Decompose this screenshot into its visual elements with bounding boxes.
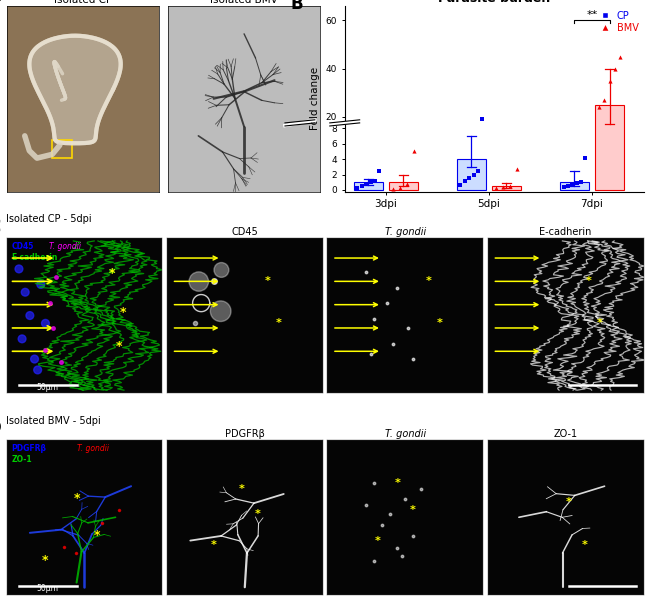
Text: PDGFRβ: PDGFRβ [11, 444, 46, 453]
Circle shape [34, 366, 42, 374]
Title: CD45: CD45 [231, 227, 258, 237]
Title: E-cadherin: E-cadherin [540, 227, 592, 237]
Point [464, 174, 474, 183]
Polygon shape [29, 35, 121, 143]
Circle shape [15, 265, 23, 273]
Text: Isolated BMV - 5dpi: Isolated BMV - 5dpi [6, 415, 101, 426]
Point [455, 180, 465, 189]
Point [370, 176, 380, 186]
Point [477, 114, 488, 124]
Point [558, 182, 569, 192]
Text: Isolated CP - 5dpi: Isolated CP - 5dpi [6, 214, 92, 224]
Circle shape [37, 281, 45, 288]
Point [395, 183, 406, 192]
Point [594, 102, 604, 112]
Circle shape [18, 335, 26, 343]
Text: ZO-1: ZO-1 [11, 455, 32, 464]
Text: *: * [94, 529, 100, 543]
Circle shape [214, 263, 229, 278]
Point [599, 95, 610, 105]
Title: Isolated BMV: Isolated BMV [210, 0, 278, 5]
Bar [560, 182, 589, 190]
Text: *: * [42, 554, 49, 567]
Point [374, 166, 385, 175]
Text: *: * [410, 504, 416, 514]
Text: D: D [0, 419, 1, 438]
Text: T. gondii: T. gondii [49, 242, 81, 251]
Point [576, 177, 586, 187]
Text: *: * [437, 319, 443, 328]
Point [580, 153, 591, 162]
Point [361, 179, 371, 189]
Text: E-cadherin: E-cadherin [11, 254, 58, 263]
Point [498, 182, 508, 192]
Text: *: * [581, 540, 587, 551]
Circle shape [211, 301, 231, 322]
Title: PDGFRβ: PDGFRβ [225, 429, 265, 439]
Point [512, 164, 522, 174]
Bar [389, 182, 418, 190]
Title: Parasite burden: Parasite burden [438, 0, 551, 5]
Text: *: * [395, 478, 400, 488]
Bar [492, 186, 521, 190]
Text: *: * [265, 276, 271, 286]
Text: *: * [211, 540, 216, 551]
Point [408, 147, 419, 156]
Point [352, 183, 363, 192]
Circle shape [31, 355, 38, 363]
Text: *: * [116, 340, 122, 353]
Point [614, 52, 625, 61]
Bar [595, 105, 624, 190]
Point [460, 176, 470, 186]
Circle shape [189, 272, 209, 291]
Title: T. gondii: T. gondii [385, 227, 426, 237]
Title: T. gondii: T. gondii [385, 429, 426, 439]
Point [402, 179, 412, 189]
Text: *: * [426, 276, 432, 286]
Text: *: * [586, 276, 592, 286]
Bar [457, 159, 486, 190]
Text: *: * [109, 267, 116, 280]
Point [469, 169, 479, 179]
Point [609, 64, 619, 73]
Text: *: * [239, 484, 244, 494]
Text: *: * [597, 319, 603, 328]
Circle shape [42, 319, 49, 327]
Text: *: * [73, 492, 80, 505]
Circle shape [21, 288, 29, 296]
Point [357, 182, 367, 191]
Point [571, 178, 582, 188]
Point [604, 76, 615, 85]
Bar [354, 182, 383, 190]
Text: 50μm: 50μm [37, 584, 58, 593]
Text: *: * [254, 509, 260, 519]
Text: B: B [291, 0, 304, 13]
Text: 50μm: 50μm [37, 383, 58, 392]
Text: *: * [276, 319, 282, 328]
Point [563, 182, 573, 191]
Text: CD45: CD45 [11, 242, 34, 251]
Bar [52, 139, 72, 158]
Text: *: * [120, 306, 127, 319]
Title: ZO-1: ZO-1 [554, 429, 578, 439]
Text: *: * [566, 497, 572, 507]
Point [365, 177, 376, 187]
Text: **: ** [586, 10, 597, 20]
Point [567, 180, 577, 190]
Point [504, 182, 515, 191]
Text: *: * [374, 535, 380, 546]
Title: Isolated CP: Isolated CP [53, 0, 112, 5]
Circle shape [26, 312, 34, 319]
Y-axis label: Fold change: Fold change [310, 67, 320, 130]
Point [388, 185, 398, 194]
Text: T. gondii: T. gondii [77, 444, 109, 453]
Polygon shape [29, 35, 121, 143]
Point [491, 184, 502, 194]
Legend: CP, BMV: CP, BMV [595, 11, 639, 33]
Point [473, 166, 483, 175]
Text: A: A [0, 0, 1, 5]
